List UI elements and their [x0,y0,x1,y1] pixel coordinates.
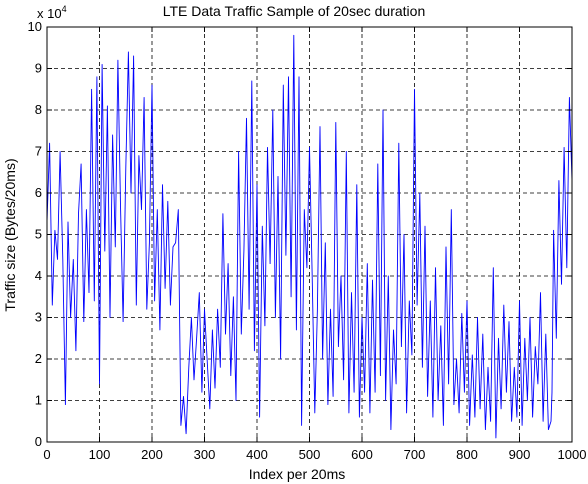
x-tick-label: 1000 [558,447,587,462]
y-tick-label: 7 [35,144,42,159]
y-tick-label: 8 [35,102,42,117]
y-tick-label: 5 [35,227,42,242]
y-tick-label: 3 [35,310,42,325]
axis-ticks: 0 100 200 300 400 500 600 700 800 900 1000 0 1 2 3 4 5 6 7… [28,19,587,462]
y-exponent-label: x 104 [37,4,67,21]
y-tick-label: 0 [35,434,42,449]
y-axis-label: Traffic size (Bytes/20ms) [2,158,18,311]
grid-lines [47,27,572,442]
x-tick-label: 900 [509,447,531,462]
x-tick-label: 700 [404,447,426,462]
y-tick-label: 6 [35,185,42,200]
y-tick-label: 4 [35,268,42,283]
series-layer [46,34,573,439]
y-tick-label: 9 [35,61,42,76]
x-tick-label: 0 [43,447,50,462]
x-tick-label: 800 [456,447,478,462]
series-line [46,34,573,439]
y-tick-label: 1 [35,393,42,408]
x-tick-label: 200 [141,447,163,462]
y-tick-label: 2 [35,351,42,366]
x-tick-label: 400 [246,447,268,462]
y-tick-label: 10 [28,19,42,34]
x-tick-label: 100 [89,447,111,462]
exponent-power: 4 [62,4,67,14]
chart-title: LTE Data Traffic Sample of 20sec duratio… [163,3,426,19]
exponent-base: x 10 [37,6,62,21]
x-tick-label: 300 [194,447,216,462]
x-axis-label: Index per 20ms [249,466,346,482]
x-tick-label: 600 [351,447,373,462]
x-tick-label: 500 [299,447,321,462]
